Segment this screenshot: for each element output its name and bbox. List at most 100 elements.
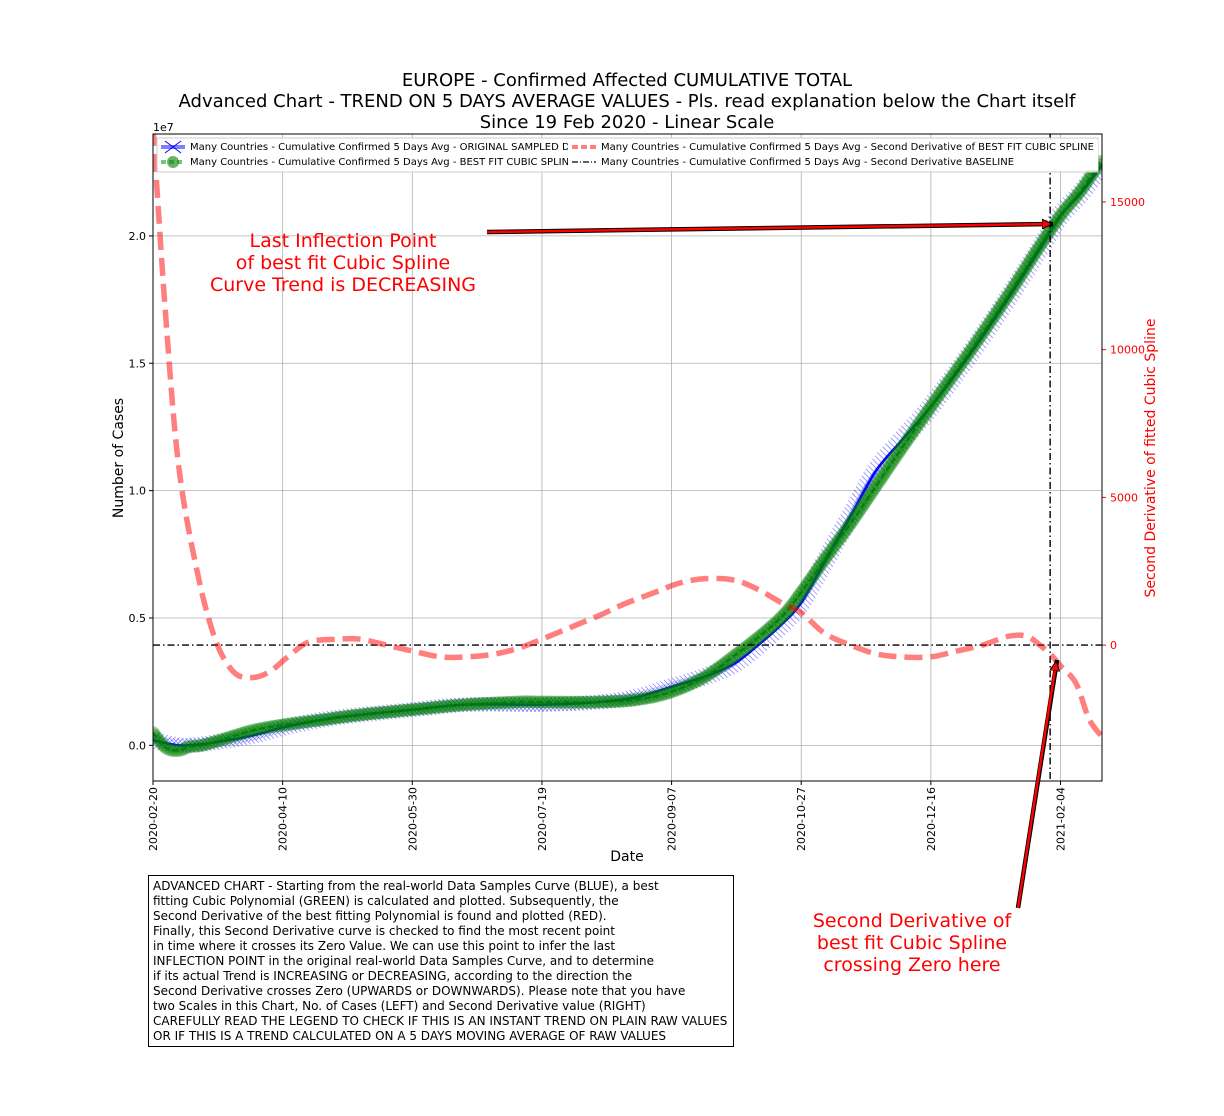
series-best-fit-marker bbox=[307, 714, 321, 728]
series-best-fit-marker bbox=[645, 690, 659, 704]
series-original-marker bbox=[709, 664, 725, 680]
series-best-fit-marker bbox=[772, 613, 786, 626]
series-best-fit-marker bbox=[333, 710, 347, 724]
series-original-marker bbox=[971, 333, 987, 349]
series-best-fit-marker bbox=[630, 693, 643, 707]
series-best-fit-marker bbox=[989, 307, 1002, 321]
series-best-fit-marker bbox=[1025, 251, 1039, 265]
series-best-fit-marker bbox=[326, 711, 340, 725]
series-best-fit-marker bbox=[1068, 191, 1082, 205]
series-best-fit-marker bbox=[924, 399, 938, 413]
series-best-fit-marker bbox=[167, 744, 181, 757]
series-best-fit-marker bbox=[189, 739, 203, 753]
series-best-fit-marker bbox=[710, 662, 723, 676]
series-best-fit-marker bbox=[696, 671, 710, 685]
series-best-fit-marker bbox=[983, 315, 997, 329]
series-best-fit-marker bbox=[888, 452, 902, 465]
series-original-marker bbox=[901, 425, 916, 441]
series-best-fit-marker bbox=[767, 617, 781, 631]
legend: Many Countries - Cumulative Confirmed 5 … bbox=[156, 137, 1099, 173]
series-original-marker bbox=[517, 697, 533, 712]
series-best-fit-marker bbox=[342, 709, 356, 723]
series-best-fit-marker bbox=[676, 681, 690, 695]
explanation-line: Second Derivative of the best fitting Po… bbox=[153, 909, 607, 923]
series-best-fit-marker bbox=[235, 726, 249, 740]
series-best-fit-marker bbox=[566, 695, 580, 709]
series-best-fit-marker bbox=[720, 655, 734, 669]
series-best-fit-marker bbox=[505, 695, 519, 709]
left-axis-multiplier: 1e7 bbox=[153, 121, 174, 134]
series-best-fit-marker bbox=[220, 731, 234, 745]
series-best-fit-marker bbox=[153, 731, 164, 745]
series-original-marker bbox=[287, 717, 302, 733]
series-best-fit-marker bbox=[288, 716, 302, 730]
series-best-fit-marker bbox=[182, 740, 196, 754]
series-best-fit-marker bbox=[463, 697, 477, 711]
title-line-3: Since 19 Feb 2020 - Linear Scale bbox=[480, 112, 775, 133]
series-best-fit-marker bbox=[679, 679, 693, 693]
series-best-fit-marker bbox=[770, 615, 784, 629]
series-best-fit-marker bbox=[387, 705, 401, 718]
series-best-fit-marker bbox=[848, 510, 862, 524]
series-best-fit-marker bbox=[923, 402, 936, 416]
series-original-marker bbox=[465, 697, 481, 712]
series-original-marker bbox=[950, 362, 966, 378]
series-best-fit-marker bbox=[384, 705, 398, 719]
series-best-fit-marker bbox=[476, 697, 490, 711]
series-best-fit-marker bbox=[403, 703, 417, 717]
series-best-fit-marker bbox=[273, 719, 286, 732]
series-best-fit-marker bbox=[906, 425, 920, 439]
series-best-fit-marker bbox=[1066, 194, 1080, 207]
series-best-fit-marker bbox=[777, 608, 790, 622]
series-best-fit-marker bbox=[223, 730, 237, 744]
series-best-fit-marker bbox=[1011, 273, 1025, 286]
series-best-fit-marker bbox=[1023, 254, 1037, 268]
series-best-fit-marker bbox=[390, 704, 404, 718]
series-best-fit-marker bbox=[921, 404, 935, 418]
series-original-marker bbox=[816, 555, 832, 571]
series-best-fit-marker bbox=[997, 294, 1011, 308]
series-best-fit-marker bbox=[1054, 208, 1068, 222]
series-original-marker bbox=[1016, 267, 1031, 282]
series-best-fit-marker bbox=[832, 533, 845, 547]
series-best-fit-marker bbox=[607, 695, 621, 708]
series-best-fit-marker bbox=[1062, 198, 1076, 212]
series-original-marker bbox=[1020, 260, 1035, 275]
series-best-fit-marker bbox=[1060, 201, 1074, 215]
series-original-marker bbox=[806, 573, 822, 588]
series-best-fit-marker bbox=[859, 494, 873, 508]
series-original-marker bbox=[834, 524, 849, 540]
series-original-marker bbox=[366, 706, 381, 721]
series-best-fit-marker bbox=[664, 685, 678, 699]
series-best-fit-marker bbox=[349, 708, 363, 722]
series-best-fit-marker bbox=[229, 728, 243, 742]
explanation-line: CAREFULLY READ THE LEGEND TO CHECK IF TH… bbox=[153, 1014, 728, 1028]
series-best-fit-marker bbox=[572, 695, 586, 709]
series-best-fit-marker bbox=[311, 713, 324, 727]
series-best-fit-marker bbox=[569, 695, 583, 709]
series-best-fit-marker bbox=[870, 478, 884, 492]
series-original-marker bbox=[675, 676, 690, 691]
series-best-fit-marker bbox=[822, 546, 836, 560]
series-original-marker bbox=[980, 320, 996, 336]
series-original-marker bbox=[358, 706, 373, 722]
series-best-fit-marker bbox=[972, 331, 986, 345]
series-original-marker bbox=[153, 733, 165, 749]
series-original-marker bbox=[663, 679, 679, 695]
explanation-line: in time where it crosses its Zero Value.… bbox=[153, 939, 616, 953]
series-best-fit-marker bbox=[508, 695, 522, 709]
series-best-fit-marker bbox=[969, 336, 983, 350]
series-best-fit-marker bbox=[978, 323, 992, 337]
y-right-tick-label: 15000 bbox=[1110, 196, 1145, 209]
series-best-fit-marker bbox=[295, 715, 309, 729]
series-best-fit-marker bbox=[498, 696, 512, 709]
series-original-marker bbox=[445, 698, 461, 713]
series-best-fit-marker bbox=[502, 695, 516, 709]
series-best-fit-marker bbox=[928, 394, 942, 408]
series-best-fit-marker bbox=[1070, 189, 1084, 203]
series-original-line bbox=[153, 163, 1102, 747]
series-original-marker bbox=[169, 737, 184, 753]
series-best-fit-marker bbox=[266, 719, 280, 733]
series-original-marker bbox=[545, 697, 561, 712]
series-original-marker bbox=[625, 690, 640, 706]
